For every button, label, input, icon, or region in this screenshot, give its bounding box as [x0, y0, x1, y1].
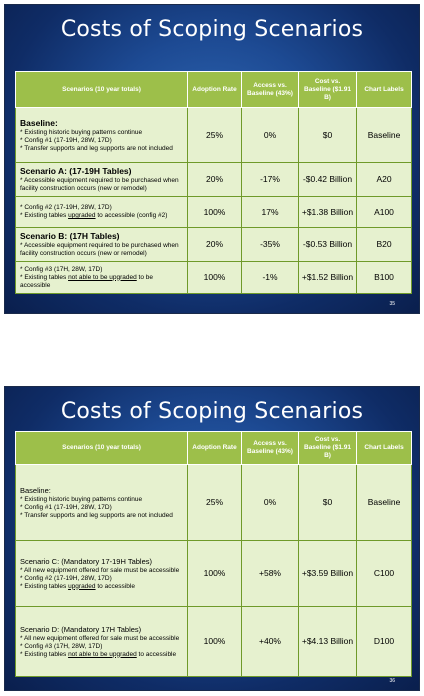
access-value: 0% [241, 107, 299, 163]
header-row: Scenarios (10 year totals) Adoption Rate… [15, 431, 412, 465]
cost-value: +$4.13 Billion [298, 606, 357, 677]
scenario-desc: * Config #3 (17H, 28W, 17D) * Existing t… [15, 261, 188, 294]
slide-title: Costs of Scoping Scenarios [60, 399, 364, 424]
adoption-rate: 100% [187, 196, 242, 228]
chart-label: A20 [356, 162, 412, 197]
cost-value: $0 [298, 107, 357, 163]
bullet: * Existing tables not able to be upgrade… [20, 650, 177, 658]
chart-label: Baseline [356, 464, 412, 541]
bullet: * Config #3 (17H, 28W, 17D) [20, 642, 103, 650]
bullet: * Existing tables not able to be upgrade… [20, 273, 153, 289]
bullet: * Transfer supports and leg supports are… [20, 511, 173, 519]
bullet: * All new equipment offered for sale mus… [20, 634, 180, 642]
header-scenarios: Scenarios (10 year totals) [15, 71, 188, 108]
cost-value: +$3.59 Billion [298, 540, 357, 607]
slide-36: Costs of Scoping Scenarios Scenarios (10… [4, 386, 420, 691]
chart-label: C100 [356, 540, 412, 607]
chart-label: B100 [356, 261, 412, 294]
scenario-title: Baseline: [20, 485, 51, 495]
chart-label: A100 [356, 196, 412, 228]
header-adoption: Adoption Rate [187, 431, 242, 465]
header-cost: Cost vs. Baseline ($1.91 B) [298, 71, 357, 108]
cost-value: $0 [298, 464, 357, 541]
header-cost: Cost vs. Baseline ($1.91 B) [298, 431, 357, 465]
chart-label: Baseline [356, 107, 412, 163]
chart-label: D100 [356, 606, 412, 677]
scenario-title: Baseline: [20, 117, 58, 128]
scenarios-table: Scenarios (10 year totals) Adoption Rate… [15, 431, 412, 677]
header-access: Access vs. Baseline (43%) [241, 431, 299, 465]
scenario-desc: * Config #2 (17-19H, 28W, 17D) * Existin… [15, 196, 188, 228]
cost-value: +$1.38 Billion [298, 196, 357, 228]
bullet: * Existing historic buying patterns cont… [20, 495, 143, 503]
adoption-rate: 100% [187, 261, 242, 294]
table-row-d100: Scenario D: (Mandatory 17H Tables) * All… [15, 606, 412, 677]
cost-value: +$1.52 Billion [298, 261, 357, 294]
bullet: * Existing historic buying patterns cont… [20, 128, 143, 136]
slide-title: Costs of Scoping Scenarios [60, 17, 364, 42]
bullet: * Config #2 (17-19H, 28W, 17D) [20, 204, 112, 211]
adoption-rate: 100% [187, 606, 242, 677]
access-value: +40% [241, 606, 299, 677]
bullet: * Accessible equipment required to be pu… [20, 242, 179, 257]
table-row-baseline: Baseline: * Existing historic buying pat… [15, 107, 412, 163]
scenario-desc: Scenario A: (17-19H Tables) * Accessible… [15, 162, 188, 197]
scenario-desc: Scenario C: (Mandatory 17-19H Tables) * … [15, 540, 188, 607]
cost-value: -$0.53 Billion [298, 227, 357, 262]
header-adoption: Adoption Rate [187, 71, 242, 108]
bullet: * Existing tables upgraded to accessible [20, 582, 135, 590]
page-number: 35 [389, 301, 395, 307]
slide-35: Costs of Scoping Scenarios Scenarios (10… [4, 4, 420, 314]
access-value: -17% [241, 162, 299, 197]
table-row-b20: Scenario B: (17H Tables) * Accessible eq… [15, 227, 412, 262]
scenario-title: Scenario D: (Mandatory 17H Tables) [20, 624, 142, 634]
bullet: * Config #1 (17-19H, 28W, 17D) [20, 503, 112, 511]
cost-value: -$0.42 Billion [298, 162, 357, 197]
header-chart-labels: Chart Labels [356, 71, 412, 108]
scenario-title: Scenario B: (17H Tables) [20, 231, 120, 241]
adoption-rate: 20% [187, 227, 242, 262]
bullet: * Existing tables upgraded to accessible… [20, 212, 168, 219]
access-value: -1% [241, 261, 299, 294]
table-row-a100: * Config #2 (17-19H, 28W, 17D) * Existin… [15, 196, 412, 228]
adoption-rate: 25% [187, 464, 242, 541]
scenario-desc: Scenario B: (17H Tables) * Accessible eq… [15, 227, 188, 262]
bullet: * Config #1 (17-19H, 28W, 17D) [20, 136, 112, 144]
table-row-b100: * Config #3 (17H, 28W, 17D) * Existing t… [15, 261, 412, 294]
access-value: 0% [241, 464, 299, 541]
table-row-a20: Scenario A: (17-19H Tables) * Accessible… [15, 162, 412, 197]
scenario-desc: Scenario D: (Mandatory 17H Tables) * All… [15, 606, 188, 677]
adoption-rate: 25% [187, 107, 242, 163]
bullet: * Config #2 (17-19H, 28W, 17D) [20, 574, 112, 582]
chart-label: B20 [356, 227, 412, 262]
page-number: 36 [389, 678, 395, 684]
adoption-rate: 20% [187, 162, 242, 197]
scenario-desc: Baseline: * Existing historic buying pat… [15, 107, 188, 163]
header-access: Access vs. Baseline (43%) [241, 71, 299, 108]
table-row-baseline: Baseline: * Existing historic buying pat… [15, 464, 412, 541]
access-value: +58% [241, 540, 299, 607]
bullet: * All new equipment offered for sale mus… [20, 566, 180, 574]
bullet: * Config #3 (17H, 28W, 17D) [20, 265, 103, 273]
bullet: * Accessible equipment required to be pu… [20, 177, 179, 192]
access-value: 17% [241, 196, 299, 228]
header-scenarios: Scenarios (10 year totals) [15, 431, 188, 465]
scenarios-table: Scenarios (10 year totals) Adoption Rate… [15, 71, 412, 294]
table-row-c100: Scenario C: (Mandatory 17-19H Tables) * … [15, 540, 412, 607]
adoption-rate: 100% [187, 540, 242, 607]
header-chart-labels: Chart Labels [356, 431, 412, 465]
scenario-title: Scenario C: (Mandatory 17-19H Tables) [20, 556, 153, 566]
scenario-desc: Baseline: * Existing historic buying pat… [15, 464, 188, 541]
header-row: Scenarios (10 year totals) Adoption Rate… [15, 71, 412, 108]
bullet: * Transfer supports and leg supports are… [20, 144, 173, 152]
scenario-title: Scenario A: (17-19H Tables) [20, 166, 132, 176]
access-value: -35% [241, 227, 299, 262]
